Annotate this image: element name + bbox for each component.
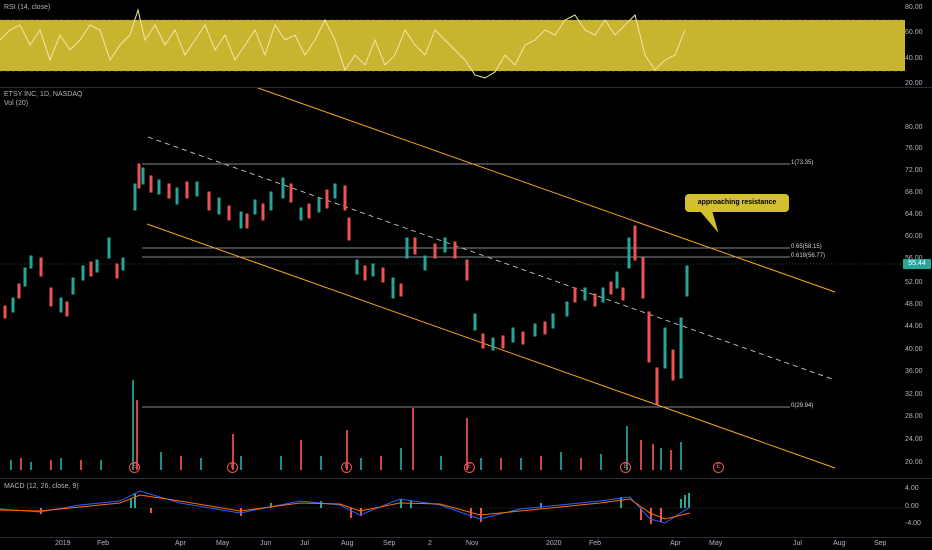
volume-bars — [10, 380, 682, 470]
price-tick: 44.00 — [905, 323, 923, 330]
macd-tick: 4.00 — [905, 485, 919, 492]
x-tick: Feb — [97, 540, 110, 547]
macd-tick: -4.00 — [905, 520, 921, 527]
x-tick: Apr — [670, 540, 681, 547]
main-pane[interactable] — [0, 88, 905, 478]
x-tick: 2019 — [55, 540, 71, 547]
earnings-marker[interactable]: E — [227, 462, 238, 473]
fib-label-065: 0.65(58.15) — [791, 244, 822, 250]
rsi-band — [0, 20, 905, 71]
price-chart — [0, 88, 905, 470]
axis-divider — [0, 537, 932, 538]
rsi-legend: RSI (14, close) — [4, 4, 51, 11]
x-tick: Apr — [175, 540, 186, 547]
x-tick: Feb — [589, 540, 602, 547]
symbol-legend: ETSY INC, 1D, NASDAQ — [4, 91, 83, 98]
channel-upper — [257, 88, 836, 293]
price-tick: 64.00 — [905, 211, 923, 218]
channel-midline — [147, 136, 836, 381]
x-tick: Aug — [833, 540, 846, 547]
x-tick: 2020 — [546, 540, 562, 547]
price-tick: 24.00 — [905, 436, 923, 443]
price-tick: 56.00 — [905, 255, 931, 262]
rsi-line — [0, 8, 686, 79]
fib-label-1: 1(73.35) — [791, 160, 814, 166]
macd-legend: MACD (12, 26, close, 9) — [4, 483, 79, 490]
price-tick: 76.00 — [905, 145, 923, 152]
x-tick: Jul — [300, 540, 309, 547]
rsi-tick-40: 40.00 — [905, 55, 923, 62]
price-tick: 72.00 — [905, 167, 923, 174]
macd-line — [0, 490, 691, 524]
x-tick: Jun — [260, 540, 272, 547]
pane-divider[interactable] — [0, 478, 932, 479]
x-tick: 2 — [428, 540, 432, 547]
price-tick: 32.00 — [905, 391, 923, 398]
earnings-marker[interactable]: E — [341, 462, 352, 473]
rsi-chart — [0, 8, 905, 79]
price-tick: 20.00 — [905, 459, 923, 466]
x-tick: Sep — [383, 540, 396, 547]
macd-pane[interactable] — [0, 479, 905, 537]
price-tick: 48.00 — [905, 301, 923, 308]
earnings-marker[interactable]: E — [464, 462, 475, 473]
price-tick: 40.00 — [905, 346, 923, 353]
price-tick: 68.00 — [905, 189, 923, 196]
pane-divider[interactable] — [0, 87, 932, 88]
x-tick: May — [216, 540, 230, 547]
macd-tick: 0.00 — [905, 503, 919, 510]
macd-signal-line — [0, 494, 691, 520]
x-tick: Jul — [793, 540, 802, 547]
last-price-tag: 55.44 — [903, 259, 931, 269]
rsi-tick-60: 60.00 — [905, 29, 923, 36]
candles — [3, 163, 689, 405]
volume-legend: Vol (20) — [4, 100, 29, 107]
price-tick: 60.00 — [905, 233, 923, 240]
earnings-marker[interactable]: E — [620, 462, 631, 473]
price-tick: 80.00 — [905, 124, 923, 131]
x-tick: Nov — [466, 540, 479, 547]
macd-chart — [0, 490, 905, 524]
x-tick: May — [709, 540, 723, 547]
price-tick: 28.00 — [905, 413, 923, 420]
fib-label-0: 0(29.94) — [791, 403, 814, 409]
price-tick: 36.00 — [905, 368, 923, 375]
channel-lower — [146, 223, 836, 469]
annotation-callout[interactable]: approaching resistance — [685, 194, 789, 212]
earnings-marker[interactable]: E — [713, 462, 724, 473]
price-tick: 52.00 — [905, 279, 923, 286]
fib-label-0618: 0.618(56.77) — [791, 253, 826, 259]
rsi-tick-80: 80.00 — [905, 4, 923, 11]
earnings-marker[interactable]: E — [129, 462, 140, 473]
rsi-pane[interactable] — [0, 0, 905, 88]
rsi-tick-20: 20.00 — [905, 80, 923, 87]
x-tick: Sep — [874, 540, 887, 547]
x-tick: Aug — [341, 540, 354, 547]
